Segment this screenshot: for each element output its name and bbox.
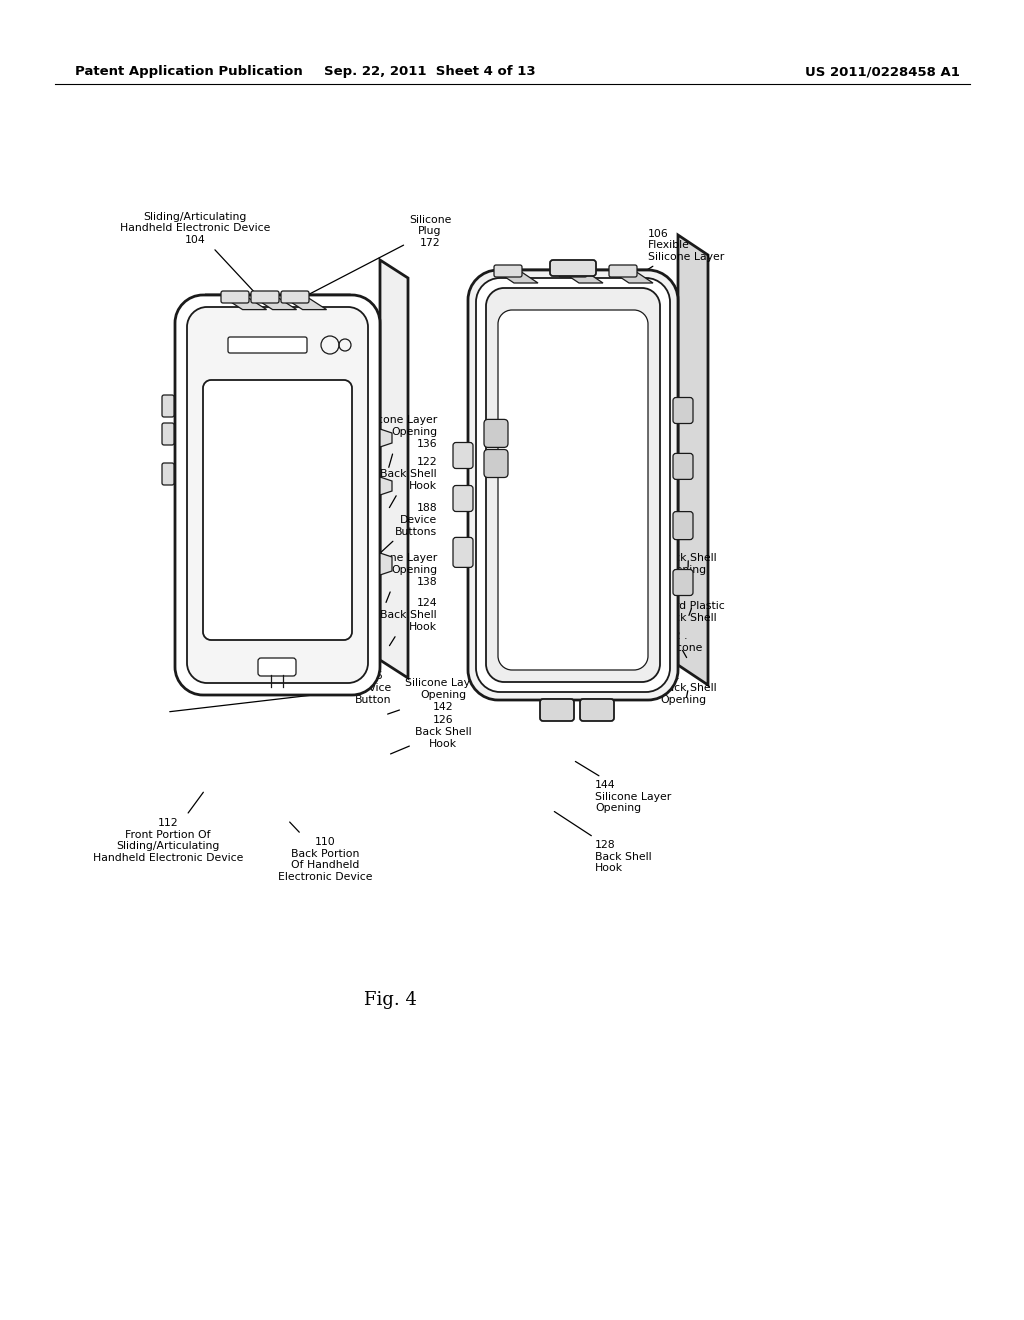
FancyBboxPatch shape xyxy=(162,463,174,484)
Polygon shape xyxy=(380,429,392,447)
FancyBboxPatch shape xyxy=(580,700,614,721)
Polygon shape xyxy=(561,271,603,282)
Text: Sep. 22, 2011  Sheet 4 of 13: Sep. 22, 2011 Sheet 4 of 13 xyxy=(325,66,536,78)
Text: 126
Back Shell
Hook: 126 Back Shell Hook xyxy=(390,715,471,754)
Text: 162 .
Silicone
Pad: 162 . Silicone Pad xyxy=(660,631,702,664)
FancyBboxPatch shape xyxy=(673,453,693,479)
Polygon shape xyxy=(380,477,392,495)
PathPatch shape xyxy=(175,294,380,696)
FancyBboxPatch shape xyxy=(673,397,693,424)
FancyBboxPatch shape xyxy=(540,700,574,721)
FancyBboxPatch shape xyxy=(162,395,174,417)
PathPatch shape xyxy=(486,288,660,682)
Polygon shape xyxy=(498,271,678,290)
Text: 144
Silicone Layer
Opening: 144 Silicone Layer Opening xyxy=(575,762,672,813)
FancyBboxPatch shape xyxy=(258,657,296,676)
PathPatch shape xyxy=(203,380,352,640)
Polygon shape xyxy=(283,297,327,310)
Text: 108
Hard Plastic
Back Shell: 108 Hard Plastic Back Shell xyxy=(660,590,725,623)
Text: 186
Device
Button: 186 Device Button xyxy=(170,672,391,711)
Text: US 2011/0228458 A1: US 2011/0228458 A1 xyxy=(805,66,961,78)
Polygon shape xyxy=(205,294,378,313)
FancyBboxPatch shape xyxy=(453,442,473,469)
PathPatch shape xyxy=(468,271,678,700)
Text: 154
Back Shell
Opening: 154 Back Shell Opening xyxy=(660,541,717,574)
Polygon shape xyxy=(223,297,266,310)
Text: Patent Application Publication: Patent Application Publication xyxy=(75,66,303,78)
Polygon shape xyxy=(678,235,708,685)
PathPatch shape xyxy=(476,279,670,692)
Text: 106
Flexible
Silicone Layer: 106 Flexible Silicone Layer xyxy=(617,228,724,289)
FancyBboxPatch shape xyxy=(673,512,693,540)
FancyBboxPatch shape xyxy=(162,422,174,445)
PathPatch shape xyxy=(498,310,648,671)
FancyBboxPatch shape xyxy=(228,337,307,352)
Text: Silicone
Plug
172: Silicone Plug 172 xyxy=(300,215,452,298)
FancyBboxPatch shape xyxy=(484,420,508,447)
FancyBboxPatch shape xyxy=(221,290,249,304)
FancyBboxPatch shape xyxy=(550,260,596,276)
Polygon shape xyxy=(380,260,408,678)
Text: Sliding/Articulating
Handheld Electronic Device
104: Sliding/Articulating Handheld Electronic… xyxy=(120,211,270,293)
Polygon shape xyxy=(253,297,297,310)
Text: 124
Back Shell
Hook: 124 Back Shell Hook xyxy=(380,598,437,645)
Text: 122
Back Shell
Hook: 122 Back Shell Hook xyxy=(380,458,437,508)
Polygon shape xyxy=(380,553,392,576)
FancyBboxPatch shape xyxy=(281,290,309,304)
Text: 164
Pad: 164 Pad xyxy=(507,512,681,535)
Text: Silicone Layer
Opening
136: Silicone Layer Opening 136 xyxy=(360,416,437,467)
Text: 112
Front Portion Of
Sliding/Articulating
Handheld Electronic Device: 112 Front Portion Of Sliding/Articulatin… xyxy=(93,792,243,863)
Text: Fig. 4: Fig. 4 xyxy=(364,991,417,1008)
Text: 128
Back Shell
Hook: 128 Back Shell Hook xyxy=(554,812,651,874)
PathPatch shape xyxy=(187,308,368,682)
FancyBboxPatch shape xyxy=(494,265,522,277)
Polygon shape xyxy=(611,271,653,282)
Text: Silicone Layer
Opening
138: Silicone Layer Opening 138 xyxy=(360,553,437,602)
FancyBboxPatch shape xyxy=(453,537,473,568)
FancyBboxPatch shape xyxy=(453,486,473,511)
FancyBboxPatch shape xyxy=(559,265,587,277)
FancyBboxPatch shape xyxy=(484,450,508,478)
Polygon shape xyxy=(496,271,538,282)
Text: 152
Back Shell
Opening: 152 Back Shell Opening xyxy=(660,672,717,705)
FancyBboxPatch shape xyxy=(251,290,279,304)
Text: 166
Pad: 166 Pad xyxy=(507,487,681,510)
Text: 110
Back Portion
Of Handheld
Electronic Device: 110 Back Portion Of Handheld Electronic … xyxy=(278,822,373,882)
Text: Silicone Layer
Opening
142: Silicone Layer Opening 142 xyxy=(388,678,481,714)
FancyBboxPatch shape xyxy=(609,265,637,277)
Text: 188
Device
Buttons: 188 Device Buttons xyxy=(380,503,437,553)
FancyBboxPatch shape xyxy=(673,569,693,595)
